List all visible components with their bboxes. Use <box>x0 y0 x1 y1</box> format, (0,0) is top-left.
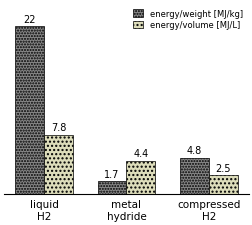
Bar <box>126 161 155 194</box>
Legend: energy/weight [MJ/kg], energy/volume [MJ/L]: energy/weight [MJ/kg], energy/volume [MJ… <box>131 8 244 32</box>
Text: 7.8: 7.8 <box>51 123 66 133</box>
Bar <box>97 182 126 194</box>
Text: 4.8: 4.8 <box>186 146 201 156</box>
Bar <box>15 27 44 194</box>
Bar <box>44 135 73 194</box>
Bar <box>208 176 237 194</box>
Text: 4.4: 4.4 <box>133 149 148 159</box>
Text: 22: 22 <box>23 15 36 25</box>
Bar <box>179 158 208 194</box>
Text: 2.5: 2.5 <box>215 163 230 173</box>
Text: 1.7: 1.7 <box>104 169 119 179</box>
